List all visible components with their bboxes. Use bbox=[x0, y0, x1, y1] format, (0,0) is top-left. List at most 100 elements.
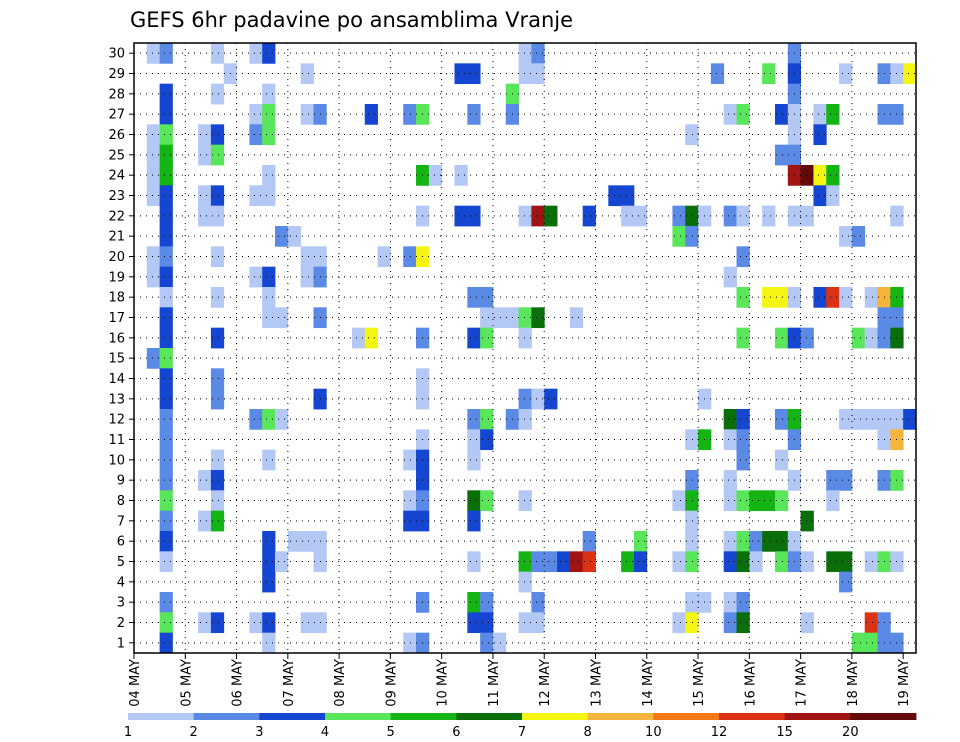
colorbar-label: 20 bbox=[842, 725, 859, 740]
heatmap-cell bbox=[774, 104, 789, 125]
y-tick-label: 18 bbox=[108, 291, 125, 306]
heatmap-cell bbox=[736, 592, 750, 613]
heatmap-cell bbox=[544, 551, 558, 573]
heatmap-cell bbox=[275, 551, 289, 573]
heatmap-cell bbox=[800, 165, 814, 186]
heatmap-cell bbox=[736, 531, 750, 552]
heatmap-cell bbox=[582, 205, 596, 227]
heatmap-cell bbox=[210, 368, 225, 390]
heatmap-cell bbox=[531, 612, 545, 634]
heatmap-cell bbox=[685, 124, 699, 146]
heatmap-cell bbox=[903, 63, 917, 85]
heatmap-cell bbox=[159, 551, 173, 573]
heatmap-cell bbox=[723, 104, 737, 125]
heatmap-cell bbox=[723, 205, 737, 227]
x-tick-label: 14 MAY bbox=[641, 659, 656, 707]
heatmap-cell bbox=[864, 612, 878, 634]
heatmap-cell bbox=[198, 124, 212, 146]
heatmap-cell bbox=[249, 124, 263, 146]
heatmap-cell bbox=[377, 246, 391, 268]
heatmap-cell bbox=[557, 551, 571, 573]
heatmap-cell bbox=[685, 612, 699, 634]
colorbar-label: 1 bbox=[124, 725, 132, 740]
heatmap-cell bbox=[364, 104, 378, 125]
heatmap-cell bbox=[262, 185, 276, 207]
x-tick-label: 04 MAY bbox=[128, 659, 143, 707]
heatmap-cell bbox=[159, 592, 173, 613]
heatmap-cell bbox=[569, 307, 584, 329]
heatmap-cell bbox=[159, 307, 173, 329]
heatmap-cell bbox=[480, 429, 494, 451]
heatmap-cell bbox=[633, 531, 648, 552]
heatmap-cell bbox=[480, 592, 494, 613]
heatmap-cell bbox=[518, 307, 532, 329]
heatmap-cell bbox=[569, 551, 584, 573]
y-tick-label: 29 bbox=[108, 67, 125, 82]
y-tick-label: 1 bbox=[117, 636, 125, 651]
y-tick-label: 26 bbox=[108, 128, 125, 143]
heatmap-cell bbox=[826, 287, 840, 308]
heatmap-cell bbox=[813, 104, 827, 125]
heatmap-cell bbox=[454, 205, 468, 227]
heatmap-cell bbox=[198, 510, 212, 532]
heatmap-cell bbox=[851, 226, 866, 247]
heatmap-cell bbox=[262, 409, 276, 430]
heatmap-cell bbox=[813, 287, 827, 308]
heatmap-cell bbox=[518, 43, 532, 64]
heatmap-cell bbox=[749, 531, 763, 552]
y-tick-label: 28 bbox=[108, 87, 125, 102]
x-tick-label: 12 MAY bbox=[538, 659, 553, 707]
heatmap-cell bbox=[800, 612, 814, 634]
colorbar-label: 12 bbox=[711, 725, 728, 740]
heatmap-cell bbox=[159, 205, 173, 227]
heatmap-cell bbox=[159, 348, 173, 369]
heatmap-cell bbox=[467, 510, 481, 532]
colorbar-label: 6 bbox=[452, 725, 460, 740]
heatmap-cell bbox=[454, 63, 468, 85]
y-tick-label: 4 bbox=[117, 575, 125, 590]
y-tick-label: 23 bbox=[108, 189, 125, 204]
heatmap-cell bbox=[839, 470, 853, 491]
heatmap-cell bbox=[851, 327, 866, 349]
heatmap-cell bbox=[736, 429, 750, 451]
heatmap-cell bbox=[146, 266, 161, 288]
x-tick-label: 06 MAY bbox=[231, 659, 246, 707]
heatmap-cell bbox=[800, 510, 814, 532]
x-tick-label: 17 MAY bbox=[795, 659, 810, 707]
heatmap-cell bbox=[467, 63, 481, 85]
heatmap-cell bbox=[800, 551, 814, 573]
heatmap-cell bbox=[736, 612, 750, 634]
heatmap-cell bbox=[159, 368, 173, 390]
y-tick-label: 6 bbox=[117, 535, 125, 550]
heatmap-cell bbox=[531, 43, 545, 64]
heatmap-cell bbox=[518, 205, 532, 227]
heatmap-cell bbox=[531, 551, 545, 573]
heatmap-cell bbox=[159, 388, 173, 410]
heatmap-cell bbox=[480, 612, 494, 634]
x-tick-label: 09 MAY bbox=[384, 659, 399, 707]
heatmap-cell bbox=[275, 409, 289, 430]
heatmap-cell bbox=[467, 205, 481, 227]
plot-frame bbox=[133, 42, 917, 654]
colorbar-swatch bbox=[390, 713, 457, 720]
heatmap-cell bbox=[544, 205, 558, 227]
heatmap-cell bbox=[480, 490, 494, 512]
heatmap-cell bbox=[685, 470, 699, 491]
y-tick-label: 3 bbox=[117, 596, 125, 611]
heatmap-cell bbox=[480, 409, 494, 430]
colorbar-label: 4 bbox=[321, 725, 329, 740]
heatmap-cell bbox=[467, 612, 481, 634]
heatmap-cell bbox=[146, 144, 161, 166]
x-tick-label: 13 MAY bbox=[590, 659, 605, 707]
y-tick-label: 12 bbox=[108, 413, 125, 428]
heatmap-cell bbox=[633, 551, 648, 573]
colorbar-swatch bbox=[456, 713, 523, 720]
colorbar-swatch bbox=[259, 713, 326, 720]
heatmap-cell bbox=[262, 165, 276, 186]
heatmap-cell bbox=[774, 287, 789, 308]
heatmap-cell bbox=[210, 388, 225, 410]
y-tick-label: 10 bbox=[108, 453, 125, 468]
heatmap-cell bbox=[146, 185, 161, 207]
y-tick-label: 24 bbox=[108, 169, 125, 184]
